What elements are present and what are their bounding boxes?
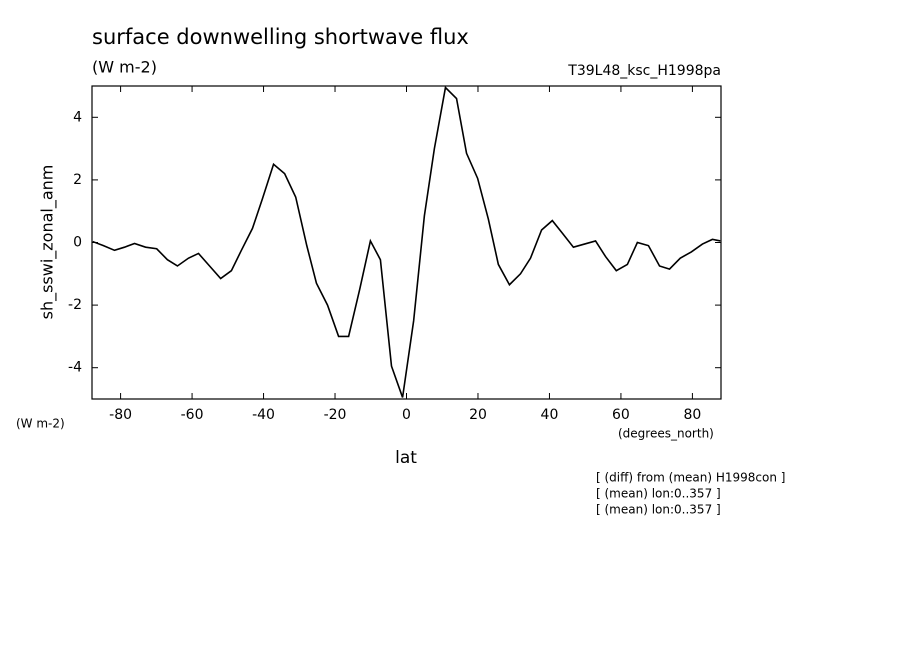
x-tick-label: -60	[181, 407, 204, 423]
y-tick-label: -4	[68, 360, 82, 376]
chart-title: surface downwelling shortwave flux	[92, 25, 469, 49]
x-tick-label: -20	[324, 407, 347, 423]
x-tick-label: -40	[252, 407, 275, 423]
y-axis-label: sh_sswi_zonal_anm	[38, 165, 58, 320]
y-tick-label: 0	[73, 235, 82, 251]
x-axis-label: lat	[395, 448, 417, 468]
note: [ (mean) lon:0..357 ]	[596, 503, 721, 517]
y-tick-label: 4	[73, 109, 82, 125]
y-units: (W m-2)	[16, 417, 65, 431]
x-tick-label: 20	[469, 407, 487, 423]
x-tick-label: 80	[683, 407, 701, 423]
data-line	[92, 85, 721, 398]
x-tick-label: 40	[541, 407, 559, 423]
run-label: T39L48_ksc_H1998pa	[567, 63, 721, 79]
y-tick-label: -2	[68, 297, 82, 313]
x-units: (degrees_north)	[618, 427, 714, 441]
x-tick-label: -80	[109, 407, 132, 423]
y-tick-label: 2	[73, 172, 82, 188]
plot-frame	[91, 85, 722, 400]
x-tick-label: 0	[402, 407, 411, 423]
units: (W m-2)	[92, 58, 157, 77]
note: [ (diff) from (mean) H1998con ]	[596, 471, 785, 485]
x-tick-label: 60	[612, 407, 630, 423]
note: [ (mean) lon:0..357 ]	[596, 487, 721, 501]
